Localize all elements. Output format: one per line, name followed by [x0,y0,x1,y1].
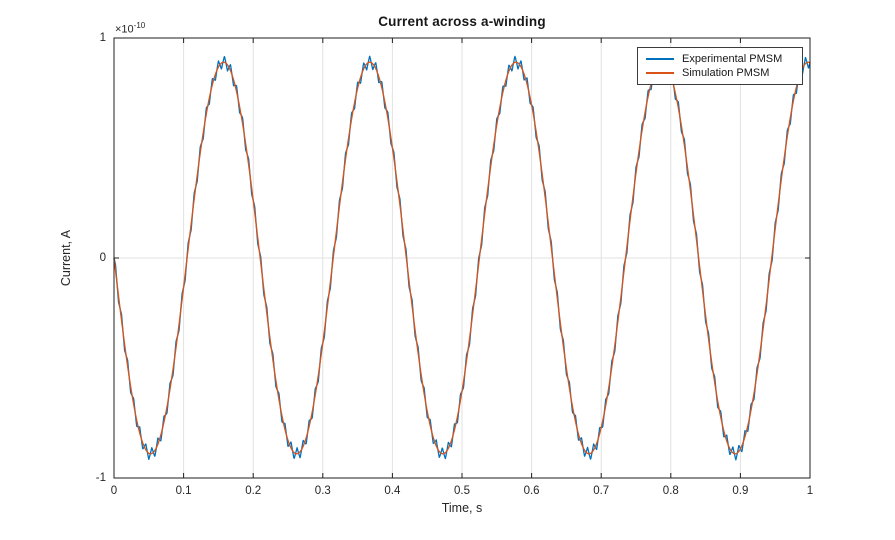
x-axis-label: Time, s [441,501,483,515]
x-tick-label: 0.3 [314,485,331,497]
chart-title: Current across a-winding [378,14,546,29]
x-tick-label: 0.9 [732,485,749,497]
legend-box: Experimental PMSM Simulation PMSM [637,47,803,85]
x-tick-label: 0.5 [454,485,470,497]
x-tick-label: 0.8 [662,485,679,497]
x-tick-label: 0.7 [593,485,610,497]
legend-label-experimental: Experimental PMSM [682,53,783,65]
legend-entry-simulation: Simulation PMSM [646,66,794,80]
x-tick-label: 1 [806,485,814,497]
y-exponent-power: -10 [133,21,146,30]
legend-line-simulation [646,72,674,74]
data-curves [113,55,811,461]
legend-line-experimental [646,58,674,60]
x-tick-label: 0.4 [384,485,401,497]
y-tick-label: 0 [99,252,106,264]
x-tick-label: 0 [110,485,118,497]
axis-tick-marks [113,37,811,479]
y-tick-label: -1 [95,472,106,484]
legend-label-simulation: Simulation PMSM [682,67,770,79]
y-exponent-base: ×10 [115,23,134,36]
y-axis-exponent: ×10-10 [115,21,145,36]
y-tick-label: 1 [99,32,106,44]
x-tick-label: 0.6 [523,485,540,497]
legend-entry-experimental: Experimental PMSM [646,52,794,66]
series-curve-1 [113,61,811,455]
y-axis-label: Current, A [59,229,73,287]
x-tick-label: 0.2 [245,485,262,497]
grid-lines [114,38,810,478]
x-tick-label: 0.1 [175,485,192,497]
